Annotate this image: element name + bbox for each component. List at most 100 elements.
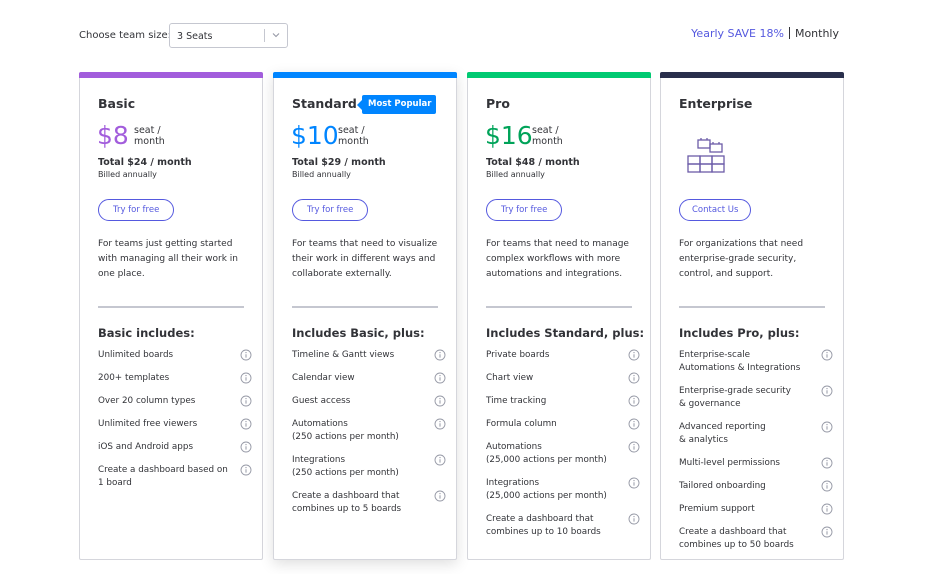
feature-text: Create a dashboard that combines up to 1… <box>486 514 601 537</box>
includes-heading: Basic includes: <box>98 326 195 340</box>
try-for-free-button[interactable]: Try for free <box>486 199 563 221</box>
team-size-value: 3 Seats <box>177 31 213 42</box>
feature-text: Create a dashboard that combines up to 5… <box>292 491 402 514</box>
feature-item: 200+ templates <box>98 372 252 385</box>
info-icon[interactable] <box>240 349 252 361</box>
yearly-billing-option[interactable]: Yearly SAVE 18% <box>691 27 784 40</box>
info-icon[interactable] <box>821 526 833 538</box>
plan-price: $16 <box>485 121 533 150</box>
contact-us-button[interactable]: Contact Us <box>679 199 752 221</box>
plan-card-enterprise: Enterprise Contact Us For organizations … <box>660 72 844 560</box>
plan-name: Enterprise <box>679 96 753 111</box>
plan-description: For teams that need to manage complex wo… <box>486 239 629 279</box>
info-icon[interactable] <box>434 395 446 407</box>
info-icon[interactable] <box>240 418 252 430</box>
plan-card-standard: Standard Most Popular $10 seat / month T… <box>273 72 457 560</box>
feature-item: Integrations (25,000 actions per month) <box>486 477 640 503</box>
feature-item: Time tracking <box>486 395 640 408</box>
monthly-billing-option[interactable]: Monthly <box>794 27 839 40</box>
info-icon[interactable] <box>240 395 252 407</box>
feature-text: Integrations (25,000 actions per month) <box>486 478 607 501</box>
team-size-toolbar: Choose team size: 3 Seats Yearly SAVE 18… <box>79 23 841 49</box>
info-icon[interactable] <box>434 418 446 430</box>
includes-heading: Includes Standard, plus: <box>486 326 645 340</box>
info-icon[interactable] <box>821 503 833 515</box>
chevron-down-icon[interactable] <box>270 29 282 41</box>
billing-note: Billed annually <box>98 170 157 179</box>
plan-price: $8 <box>97 121 129 150</box>
plan-name: Basic <box>98 96 136 111</box>
select-divider <box>264 29 265 42</box>
price-unit: seat / month <box>134 125 165 147</box>
info-icon[interactable] <box>628 395 640 407</box>
feature-item: Guest access <box>292 395 446 408</box>
feature-item: Premium support <box>679 503 833 516</box>
info-icon[interactable] <box>628 349 640 361</box>
includes-heading: Includes Pro, plus: <box>679 326 800 340</box>
info-icon[interactable] <box>821 385 833 397</box>
info-icon[interactable] <box>240 464 252 476</box>
building-blocks-icon <box>687 138 725 173</box>
feature-text: Unlimited free viewers <box>98 419 198 429</box>
plan-price: $10 <box>291 121 339 150</box>
feature-item: Private boards <box>486 349 640 362</box>
feature-text: Automations (250 actions per month) <box>292 419 399 442</box>
divider <box>486 306 632 308</box>
info-icon[interactable] <box>628 441 640 453</box>
feature-text: Enterprise-grade security & governance <box>679 386 791 409</box>
feature-item: Advanced reporting & analytics <box>679 421 833 447</box>
feature-text: 200+ templates <box>98 373 170 383</box>
feature-text: Chart view <box>486 373 534 383</box>
price-unit: seat / month <box>338 125 369 147</box>
feature-text: Create a dashboard that combines up to 5… <box>679 527 794 550</box>
try-for-free-button[interactable]: Try for free <box>292 199 369 221</box>
feature-item: Automations (25,000 actions per month) <box>486 441 640 467</box>
team-size-select[interactable]: 3 Seats <box>169 23 288 48</box>
plan-color-bar <box>79 72 263 78</box>
feature-text: Unlimited boards <box>98 350 174 360</box>
feature-text: Calendar view <box>292 373 355 383</box>
feature-item: Multi-level permissions <box>679 457 833 470</box>
info-icon[interactable] <box>821 349 833 361</box>
info-icon[interactable] <box>434 490 446 502</box>
info-icon[interactable] <box>628 372 640 384</box>
info-icon[interactable] <box>821 480 833 492</box>
feature-text: Guest access <box>292 396 351 406</box>
feature-item: Over 20 column types <box>98 395 252 408</box>
feature-text: Premium support <box>679 504 755 514</box>
try-for-free-button[interactable]: Try for free <box>98 199 175 221</box>
info-icon[interactable] <box>821 421 833 433</box>
plan-card-basic: Basic $8 seat / month Total $24 / month … <box>79 72 263 560</box>
plan-card-pro: Pro $16 seat / month Total $48 / month B… <box>467 72 651 560</box>
divider <box>98 306 244 308</box>
feature-text: Multi-level permissions <box>679 458 781 468</box>
feature-list: Unlimited boards 200+ templates Over 20 co… <box>98 349 252 500</box>
plan-color-bar <box>273 72 457 78</box>
feature-item: Tailored onboarding <box>679 480 833 493</box>
feature-text: Formula column <box>486 419 557 429</box>
plan-name: Pro <box>486 96 510 111</box>
plan-total: Total $48 / month <box>486 157 580 168</box>
feature-item: Create a dashboard that combines up to 5… <box>679 526 833 552</box>
info-icon[interactable] <box>240 441 252 453</box>
divider <box>679 306 825 308</box>
feature-list: Timeline & Gantt views Calendar view Guest… <box>292 349 446 526</box>
info-icon[interactable] <box>434 372 446 384</box>
feature-text: Tailored onboarding <box>679 481 766 491</box>
info-icon[interactable] <box>628 418 640 430</box>
feature-text: Enterprise-scale Automations & Integrati… <box>679 350 801 373</box>
team-size-label: Choose team size: <box>79 30 171 41</box>
feature-text: iOS and Android apps <box>98 442 194 452</box>
feature-text: Advanced reporting & analytics <box>679 422 766 445</box>
info-icon[interactable] <box>628 513 640 525</box>
feature-item: Enterprise-scale Automations & Integrati… <box>679 349 833 375</box>
info-icon[interactable] <box>240 372 252 384</box>
info-icon[interactable] <box>628 477 640 489</box>
feature-item: Calendar view <box>292 372 446 385</box>
feature-text: Time tracking <box>486 396 547 406</box>
feature-text: Timeline & Gantt views <box>292 350 395 360</box>
includes-heading: Includes Basic, plus: <box>292 326 425 340</box>
info-icon[interactable] <box>821 457 833 469</box>
info-icon[interactable] <box>434 454 446 466</box>
info-icon[interactable] <box>434 349 446 361</box>
